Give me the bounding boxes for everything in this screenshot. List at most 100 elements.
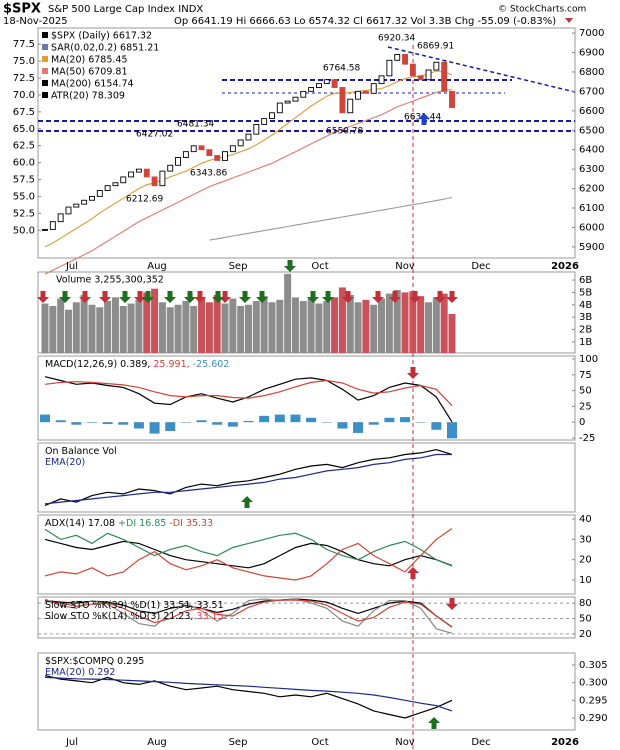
legend-swatch	[42, 32, 48, 38]
candle	[362, 90, 369, 94]
y-tick-label: 6000	[579, 222, 604, 233]
y-tick-label: 6900	[579, 47, 604, 58]
signal-arrow	[79, 291, 91, 303]
legend-label: $SPX:$COMPQ 0.295	[45, 656, 144, 667]
y-tick-label: 0.295	[579, 695, 608, 706]
price-annotation: 6550.78	[326, 127, 363, 137]
volume-bar	[440, 293, 448, 353]
series-line	[44, 598, 453, 634]
volume-bar	[448, 313, 456, 353]
histogram-bar	[86, 422, 97, 423]
series-line	[44, 379, 453, 407]
candle	[151, 176, 158, 187]
legend-swatch	[42, 92, 48, 98]
candle	[159, 170, 166, 187]
candle	[42, 228, 48, 231]
volume-bar	[260, 296, 268, 353]
y-tick-label: 2B	[579, 325, 592, 336]
signal-arrow	[322, 291, 334, 303]
legend-label: MACD(12,26,9) 0.389,	[45, 359, 150, 370]
volume-bar	[174, 304, 182, 353]
y-tick-label: 20	[579, 555, 592, 566]
legend-label: -DI 35.33	[169, 518, 213, 529]
y-tick-label: 0.305	[579, 660, 608, 671]
signal-arrow	[99, 291, 111, 303]
candle	[253, 123, 260, 135]
y-tick-label: 57.5	[13, 175, 35, 186]
candle	[182, 151, 189, 158]
histogram-bar	[196, 420, 207, 423]
volume-bar	[425, 302, 433, 353]
signal-arrow	[342, 291, 354, 303]
candle	[222, 151, 228, 161]
volume-bar	[198, 297, 206, 353]
volume-bar	[370, 304, 378, 353]
volume-bar	[276, 299, 284, 353]
candle	[206, 149, 213, 156]
histogram-bar	[40, 414, 50, 423]
x-tick-label: Oct	[311, 737, 328, 748]
candle	[378, 75, 385, 85]
x-tick-label: Nov	[395, 737, 415, 748]
signal-arrow	[256, 291, 268, 303]
y-tick-label: 0	[579, 417, 585, 428]
candle	[433, 61, 440, 71]
series-line	[44, 70, 453, 248]
histogram-bar	[71, 422, 82, 425]
signal-arrow	[409, 291, 421, 303]
volume-bar	[268, 302, 276, 353]
candle	[245, 133, 252, 141]
legend-label: $SPX (Daily) 6617.32	[51, 31, 152, 42]
volume-bar	[432, 297, 440, 353]
signal-arrow	[194, 291, 206, 303]
x-tick-label: Dec	[471, 261, 490, 272]
series-line	[44, 676, 453, 712]
y-tick-label: 50.0	[13, 225, 35, 236]
legend-swatch	[42, 80, 48, 86]
candle	[425, 69, 432, 81]
candle	[214, 155, 221, 161]
panel-frames	[37, 27, 576, 731]
signal-arrow	[241, 496, 253, 508]
x-tick-label: Oct	[311, 261, 328, 272]
y-tick-label: 3B	[579, 312, 592, 323]
volume-bar	[64, 309, 72, 353]
series-line	[44, 528, 453, 567]
candle	[135, 168, 142, 173]
histogram-bar	[212, 422, 223, 425]
candle	[386, 59, 393, 77]
legend-label: MA(200) 6154.74	[51, 79, 134, 90]
volume-bar	[409, 291, 417, 353]
y-tick-label: 6600	[579, 106, 604, 117]
histogram-bar	[180, 422, 191, 423]
legend-label: 25.991,	[153, 359, 189, 370]
x-tick-label: Aug	[147, 737, 167, 748]
y-tick-label: 75.0	[13, 56, 35, 67]
signal-arrow	[37, 291, 49, 303]
x-tick-label: Dec	[471, 737, 490, 748]
histogram-bar	[118, 422, 129, 425]
volume-bar	[237, 306, 245, 353]
y-tick-label: 77.5	[13, 39, 35, 50]
signal-arrow	[407, 567, 419, 579]
volume-bar	[229, 298, 237, 353]
candle	[441, 61, 448, 92]
candle	[229, 145, 236, 153]
candle	[394, 53, 401, 61]
y-tick-label: 0.300	[579, 678, 608, 689]
y-tick-label: 10	[579, 575, 592, 586]
series-line	[44, 88, 453, 275]
legend-label: ATR(20) 78.309	[51, 91, 125, 102]
signal-arrow	[428, 717, 440, 729]
price-annotation: 6427.02	[136, 130, 173, 140]
price-annotation: 6343.86	[190, 169, 227, 179]
legend-label: Slow STO %K(14) %D(3) 21.23,	[45, 611, 193, 622]
signal-arrow	[407, 367, 419, 379]
signal-arrow	[446, 598, 458, 610]
obv-frame	[37, 442, 576, 513]
histogram-bar	[400, 417, 411, 423]
volume-bar	[417, 296, 425, 353]
candle	[449, 90, 455, 108]
legend: MACD(12,26,9) 0.389, 25.991, -25.602	[45, 359, 229, 370]
